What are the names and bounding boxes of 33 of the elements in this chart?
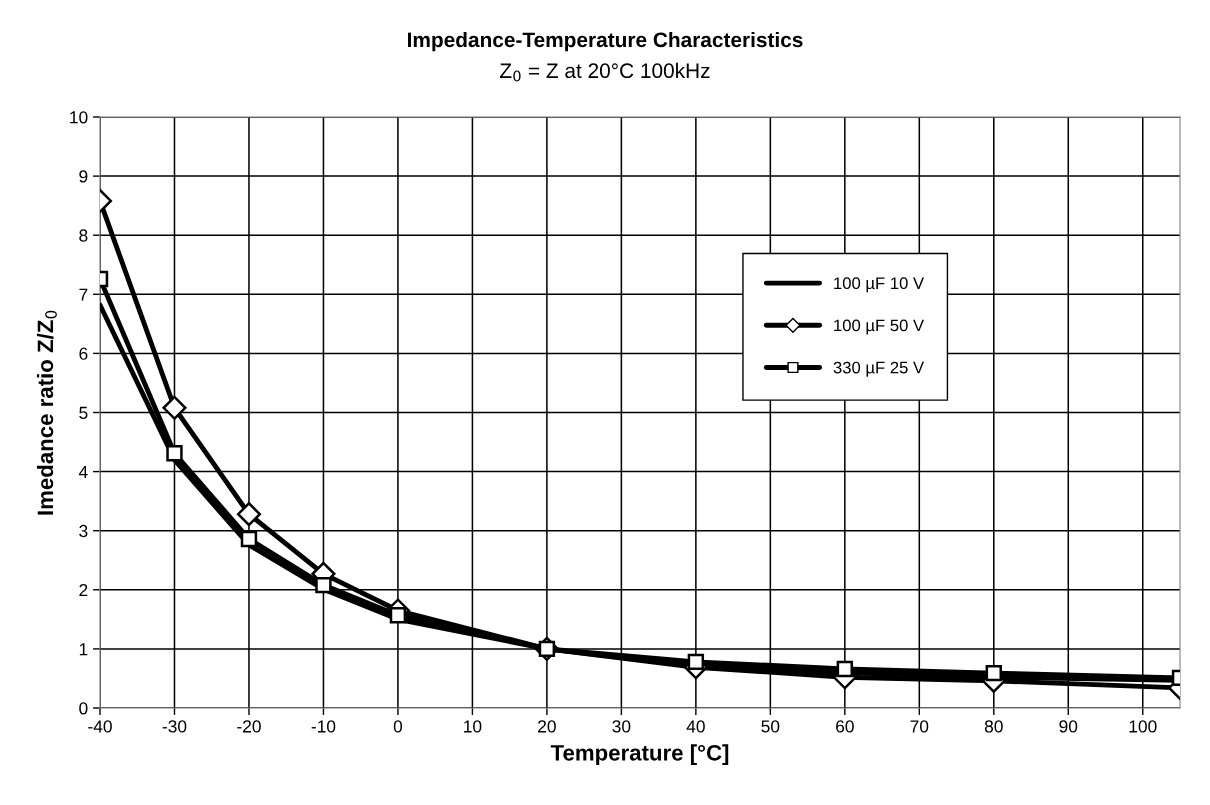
y-axis-title: Imedance ratio Z/Z$_{0}$ <box>36 310 57 515</box>
legend-label: 330 µF 25 V <box>833 361 925 377</box>
y-tick-label: 7 <box>79 288 88 301</box>
x-tick-label: 80 <box>984 720 1003 733</box>
y-tick-label: 8 <box>79 229 88 242</box>
chart-title: Impedance-Temperature Characteristics <box>408 31 803 52</box>
legend-label: 100 µF 10 V <box>834 277 925 293</box>
x-tick-label: 90 <box>1059 720 1078 733</box>
x-tick-label: 70 <box>910 720 929 733</box>
y-tick-label: 4 <box>78 465 88 478</box>
y-tick-label: 6 <box>79 347 88 360</box>
chart-subtitle: Z$_{0}$ = Z at 20°C 100kHz <box>500 62 710 82</box>
x-tick-label: 20 <box>538 720 556 733</box>
y-tick-label: 5 <box>79 406 88 419</box>
x-tick-label: 40 <box>686 720 705 733</box>
x-tick-label: 50 <box>761 720 780 733</box>
x-tick-label: -30 <box>162 720 187 733</box>
x-tick-label: 100 <box>1129 720 1157 733</box>
x-tick-label: 60 <box>836 720 854 733</box>
y-tick-label: 1 <box>79 643 88 656</box>
y-tick-label: 10 <box>70 111 88 124</box>
legend-label: 100 µF 50 V <box>834 319 925 335</box>
x-tick-label: 0 <box>393 720 403 733</box>
y-tick-label: 0 <box>79 702 88 715</box>
y-tick-label: 9 <box>79 170 88 183</box>
x-tick-label: -20 <box>237 720 261 733</box>
x-tick-label: -10 <box>311 720 336 733</box>
x-tick-label: -40 <box>88 720 112 733</box>
y-tick-label: 2 <box>79 583 88 597</box>
x-axis-title: Temperature [°C] <box>550 744 729 766</box>
y-tick-label: 3 <box>79 524 88 538</box>
x-tick-label: 30 <box>612 720 631 733</box>
x-tick-label: 10 <box>464 720 482 733</box>
